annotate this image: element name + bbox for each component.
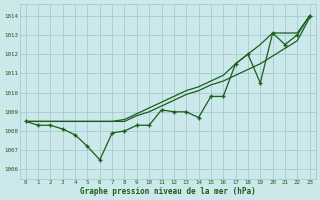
X-axis label: Graphe pression niveau de la mer (hPa): Graphe pression niveau de la mer (hPa) (80, 187, 256, 196)
